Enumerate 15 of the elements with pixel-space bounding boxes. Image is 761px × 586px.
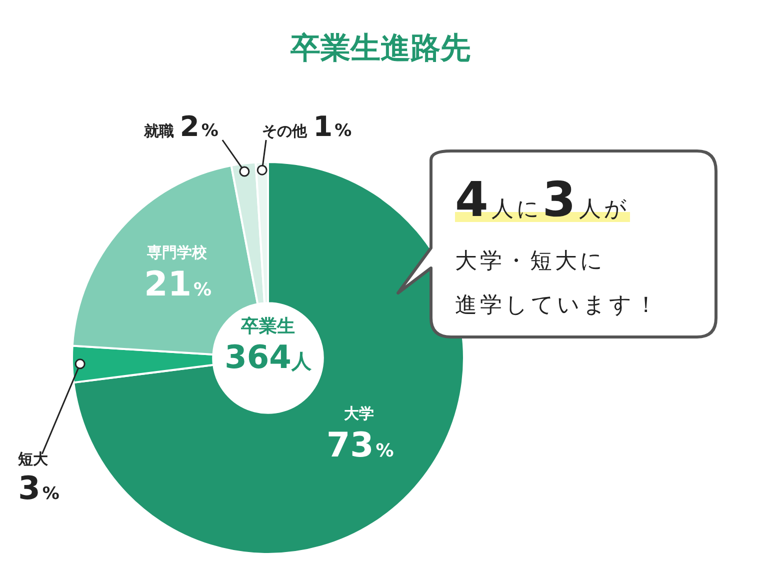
data-label: 21% [144,264,212,305]
slice-label: その他 [262,122,308,140]
slice-label: 短大 [17,450,50,468]
text: 進学しています！ [455,292,661,320]
data-label: 2% [180,110,218,143]
text: 大学・短大に [455,248,607,276]
slice-label: 大学 [344,404,374,422]
data-label: 73% [326,425,394,466]
slice-label: 就職 [142,122,174,140]
data-label: 3% [18,468,60,507]
text: 卒業生 [240,315,296,338]
data-label: 1% [313,110,352,143]
slice-label: 専門学校 [146,244,208,262]
chart-title: 卒業生進路先 [290,30,472,68]
text: 364人 [224,338,312,376]
